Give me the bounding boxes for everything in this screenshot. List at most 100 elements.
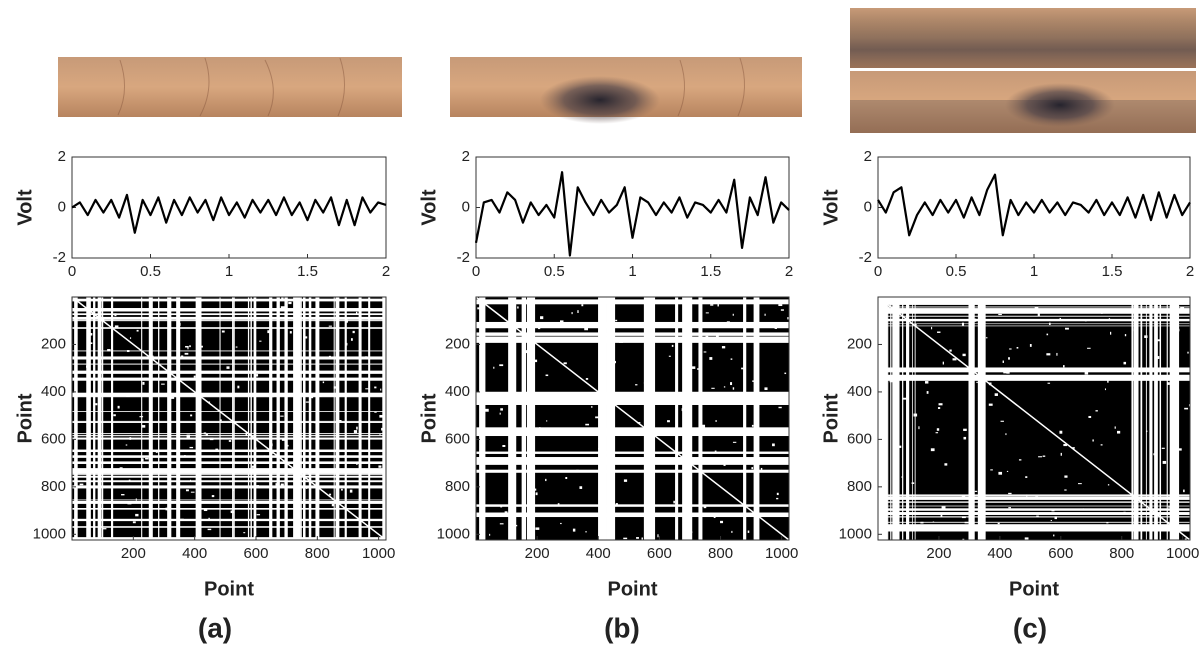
texture-speck: [1133, 328, 1137, 332]
texture-speck: [161, 383, 165, 385]
texture-stripe: [72, 363, 386, 365]
texture-speck: [1064, 475, 1068, 478]
texture-speck: [691, 366, 696, 369]
y-axis-label: Point: [14, 393, 36, 443]
y-tick-label: 2: [864, 148, 872, 165]
texture-speck: [335, 479, 339, 482]
texture-speck: [1167, 382, 1170, 385]
texture-speck: [585, 531, 587, 533]
texture-speck: [125, 444, 128, 446]
texture-speck: [184, 455, 186, 457]
texture-speck: [1187, 351, 1189, 354]
texture-speck: [190, 479, 192, 482]
texture-speck: [180, 518, 184, 521]
x-tick-label: 1000: [362, 545, 395, 562]
texture-speck: [502, 445, 506, 447]
texture-speck: [622, 393, 625, 397]
texture-speck: [1036, 515, 1039, 518]
texture-speck: [380, 388, 382, 391]
texture-speck: [143, 377, 148, 380]
texture-stripe: [72, 437, 386, 440]
texture-speck: [657, 534, 659, 538]
texture-speck: [784, 372, 787, 375]
y-tick-label: 2: [58, 148, 66, 165]
plot-frame: [877, 156, 1191, 259]
x-axis-label: Point: [1009, 578, 1059, 600]
texture-stripe: [72, 309, 386, 312]
y-tick-label: 1000: [437, 525, 470, 542]
texture-speck: [579, 486, 583, 489]
texture-stripe: [1140, 297, 1143, 540]
texture-stripe: [476, 512, 789, 518]
texture-speck: [649, 454, 652, 457]
texture-speck: [658, 430, 661, 433]
texture-speck: [535, 492, 538, 496]
texture-speck: [575, 513, 579, 515]
x-tick-label: 0: [68, 263, 76, 280]
y-axis-label: Point: [820, 393, 842, 443]
y-tick-label: -2: [53, 249, 66, 266]
texture-stripe: [476, 397, 789, 402]
texture-stripe: [315, 297, 320, 540]
texture-speck: [619, 341, 624, 343]
texture-stripe: [753, 297, 760, 540]
texture-speck: [1184, 538, 1187, 540]
texture-stripe: [1131, 297, 1133, 540]
texture-speck: [1157, 339, 1161, 342]
texture-stripe: [892, 297, 895, 540]
texture-speck: [489, 401, 492, 404]
y-tick-label: 600: [847, 430, 872, 447]
texture-speck: [521, 326, 525, 329]
texture-speck: [577, 310, 579, 313]
texture-stripe: [232, 297, 234, 540]
texture-speck: [1106, 522, 1109, 524]
texture-speck: [1065, 327, 1069, 330]
texture-speck: [1101, 311, 1103, 314]
signal-line: [474, 171, 790, 257]
texture-speck: [732, 313, 734, 316]
texture-stripe: [276, 297, 280, 540]
texture-stripe: [101, 297, 104, 540]
texture-speck: [136, 329, 139, 332]
texture-speck: [1092, 439, 1094, 442]
texture-speck: [560, 320, 564, 324]
x-tick-label: 2: [382, 263, 390, 280]
texture-stripe: [167, 297, 172, 540]
x-tick-label: 600: [243, 545, 268, 562]
x-tick-label: 2: [1186, 263, 1194, 280]
texture-speck: [525, 350, 529, 354]
texture-speck: [1107, 380, 1109, 383]
texture-speck: [135, 498, 137, 501]
texture-speck: [697, 368, 699, 370]
texture-stripe: [148, 297, 153, 540]
texture-speck: [1026, 494, 1028, 497]
texture-stripe: [521, 297, 527, 540]
texture-speck: [998, 313, 1002, 316]
y-tick-label: 800: [847, 478, 872, 495]
texture-stripe: [72, 392, 386, 395]
texture-speck: [190, 414, 193, 417]
texture-speck: [181, 355, 184, 357]
texture-speck: [294, 373, 297, 376]
x-tick-label: 2: [785, 263, 793, 280]
texture-speck: [126, 393, 130, 397]
texture-speck: [1059, 317, 1062, 319]
texture-stripe: [476, 332, 789, 336]
texture-speck: [493, 366, 495, 369]
texture-stripe: [897, 297, 899, 540]
texture-stripe: [878, 311, 1190, 313]
texture-speck: [523, 432, 526, 434]
texture-stripe: [72, 455, 386, 458]
texture-stripe: [878, 512, 1190, 515]
texture-speck: [1059, 430, 1063, 434]
texture-speck: [121, 494, 125, 496]
texture-speck: [86, 365, 90, 368]
texture-stripe: [111, 297, 114, 540]
texture-stripe: [878, 501, 1190, 503]
texture-speck: [1077, 483, 1082, 485]
texture-diagonal: [71, 296, 387, 541]
texture-stripe: [86, 297, 88, 540]
texture-speck: [119, 467, 123, 471]
texture-speck: [305, 401, 310, 403]
texture-speck: [1104, 388, 1106, 391]
